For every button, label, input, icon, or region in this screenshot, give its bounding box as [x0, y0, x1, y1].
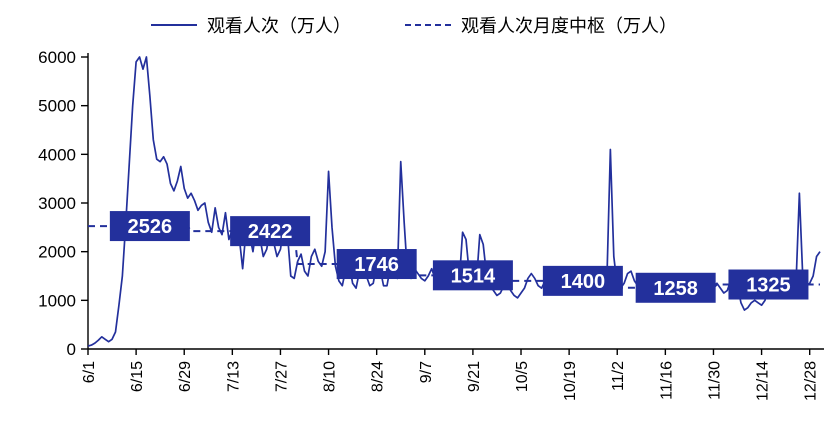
- month-median-label: 1746: [354, 254, 399, 276]
- legend-item-series: 观看人次（万人）: [151, 12, 351, 38]
- month-median-label: 1514: [451, 265, 496, 287]
- month-median-label: 1258: [653, 278, 698, 300]
- x-tick-label: 6/29: [177, 361, 194, 392]
- legend-series-label: 观看人次（万人）: [207, 16, 351, 36]
- dashed-line-swatch: [405, 24, 451, 26]
- y-tick-label: 1000: [38, 291, 76, 310]
- y-tick-label: 4000: [38, 145, 76, 164]
- x-tick-label: 11/30: [706, 361, 723, 400]
- x-tick-label: 12/14: [755, 361, 772, 401]
- y-tick-label: 5000: [38, 97, 76, 116]
- month-median-label: 1325: [746, 275, 791, 297]
- legend-median-label: 观看人次月度中枢（万人）: [461, 16, 677, 36]
- y-tick-label: 2000: [38, 243, 76, 262]
- x-tick-label: 11/16: [658, 361, 675, 400]
- legend-item-median: 观看人次月度中枢（万人）: [405, 12, 677, 38]
- x-tick-label: 10/5: [514, 361, 531, 392]
- solid-line-swatch: [151, 24, 197, 26]
- month-median-label-box: [230, 216, 311, 247]
- month-median-label: 1400: [561, 271, 606, 293]
- x-tick-label: 8/24: [370, 361, 387, 392]
- month-median-label-box: [432, 260, 513, 291]
- month-median-label-box: [635, 272, 716, 303]
- month-median-label-box: [109, 211, 190, 242]
- month-median-label-box: [728, 269, 809, 300]
- month-median-label: 2422: [248, 221, 293, 243]
- x-tick-label: 7/27: [273, 361, 290, 392]
- y-tick-label: 0: [67, 340, 76, 359]
- x-tick-label: 9/7: [418, 361, 435, 383]
- x-tick-label: 9/21: [466, 361, 483, 392]
- x-tick-label: 12/28: [803, 361, 820, 401]
- x-tick-label: 10/19: [562, 361, 579, 401]
- y-tick-label: 6000: [38, 48, 76, 67]
- month-median-label-box: [336, 249, 417, 280]
- x-tick-label: 11/2: [610, 361, 627, 391]
- month-median-label: 2526: [128, 216, 173, 238]
- y-tick-label: 3000: [38, 194, 76, 213]
- x-tick-label: 7/13: [225, 361, 242, 392]
- legend: 观看人次（万人） 观看人次月度中枢（万人）: [0, 12, 828, 38]
- median-line: [88, 225, 820, 289]
- x-tick-label: 8/10: [322, 361, 339, 392]
- x-tick-label: 6/15: [129, 361, 146, 392]
- month-median-label-box: [542, 265, 623, 296]
- x-tick-label: 6/1: [81, 361, 98, 383]
